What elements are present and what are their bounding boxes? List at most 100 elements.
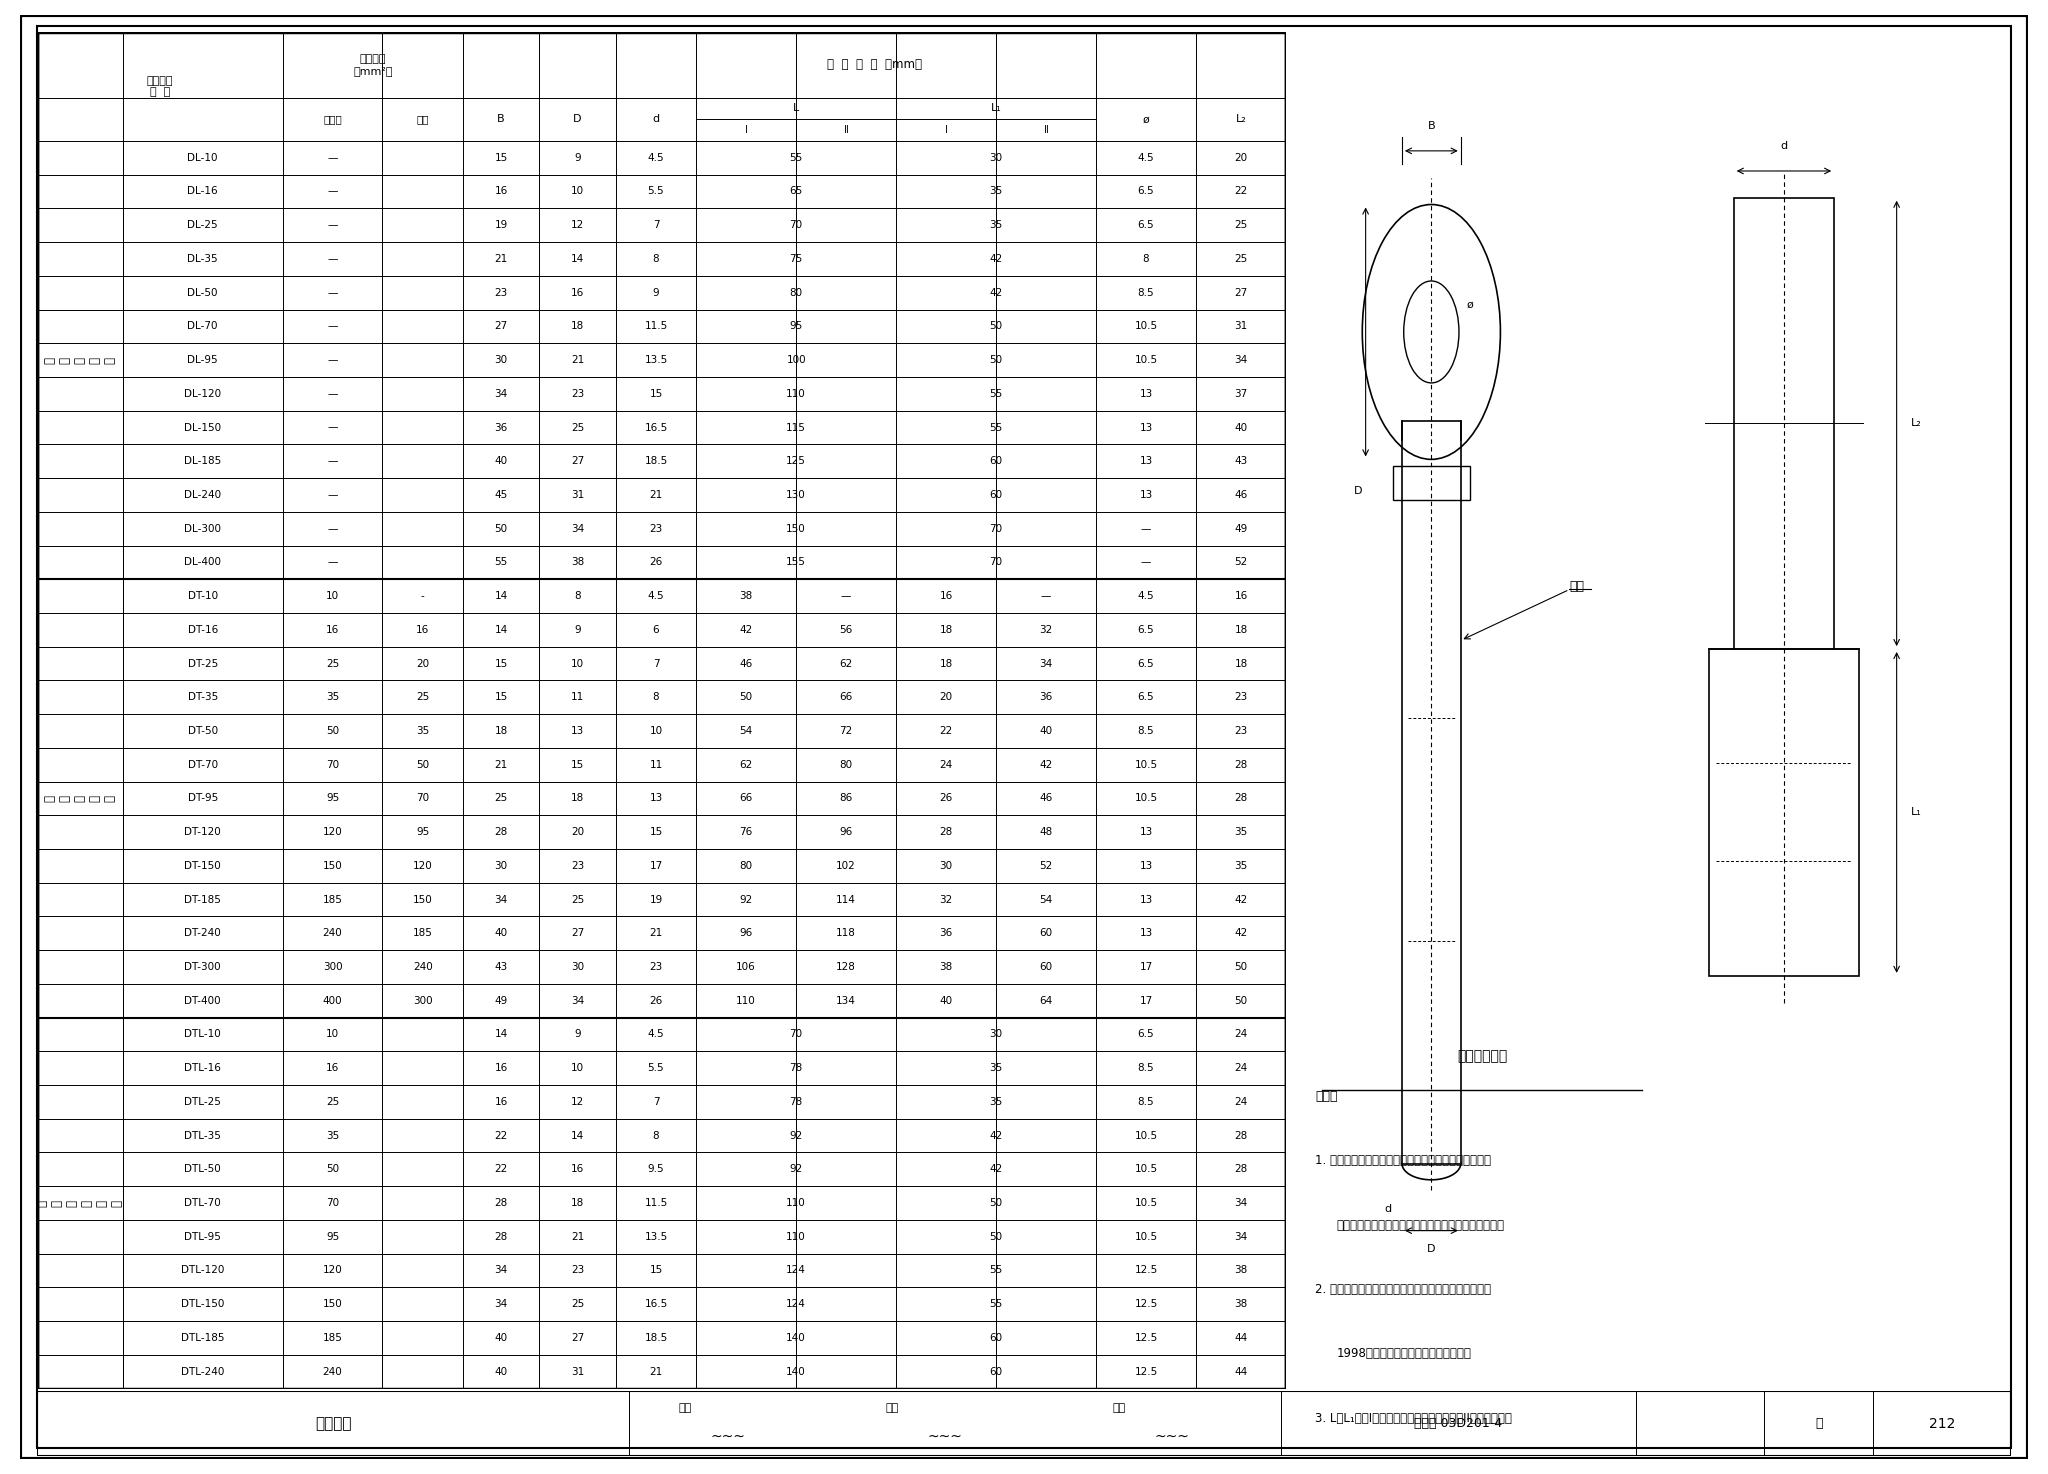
Text: 76: 76 xyxy=(739,827,754,837)
Text: 26: 26 xyxy=(940,793,952,803)
Text: 110: 110 xyxy=(786,1198,807,1209)
Text: 102: 102 xyxy=(836,861,856,871)
Text: 43: 43 xyxy=(494,963,508,971)
Text: 40: 40 xyxy=(1040,727,1053,736)
Text: 35: 35 xyxy=(989,1097,1004,1107)
Text: 27: 27 xyxy=(571,1332,584,1343)
Text: DL-10: DL-10 xyxy=(188,153,217,162)
Text: DTL-120: DTL-120 xyxy=(180,1266,225,1275)
Text: 70: 70 xyxy=(989,557,1004,567)
Text: 35: 35 xyxy=(416,727,430,736)
Text: 28: 28 xyxy=(494,1232,508,1241)
Text: DT-35: DT-35 xyxy=(188,693,217,702)
Text: 18: 18 xyxy=(1235,625,1247,635)
Text: 25: 25 xyxy=(1235,254,1247,264)
Text: D: D xyxy=(1354,486,1362,497)
Text: 端子，供电线电缆的线芯引出与其他电气设备相连接。: 端子，供电线电缆的线芯引出与其他电气设备相连接。 xyxy=(1337,1219,1505,1232)
Text: 95: 95 xyxy=(791,321,803,332)
Text: 25: 25 xyxy=(416,693,430,702)
Text: 50: 50 xyxy=(989,1232,1004,1241)
Text: 10.5: 10.5 xyxy=(1135,1198,1157,1209)
Text: 6.5: 6.5 xyxy=(1137,625,1155,635)
Text: 212: 212 xyxy=(1929,1417,1956,1431)
Text: 30: 30 xyxy=(496,355,508,366)
Text: 110: 110 xyxy=(737,996,756,1005)
Text: 36: 36 xyxy=(494,423,508,432)
Text: B: B xyxy=(498,113,506,124)
Text: 10: 10 xyxy=(571,659,584,669)
Text: 20: 20 xyxy=(416,659,430,669)
Text: I: I xyxy=(745,125,748,136)
Text: 11.5: 11.5 xyxy=(645,1198,668,1209)
Text: 38: 38 xyxy=(1235,1266,1247,1275)
Text: —: — xyxy=(328,287,338,298)
Text: 34: 34 xyxy=(571,523,584,534)
Text: 10.5: 10.5 xyxy=(1135,793,1157,803)
Text: —: — xyxy=(1040,591,1051,601)
Text: 50: 50 xyxy=(496,523,508,534)
Text: 42: 42 xyxy=(1235,895,1247,905)
Text: DT-300: DT-300 xyxy=(184,963,221,971)
Text: 31: 31 xyxy=(571,1366,584,1377)
Text: 12.5: 12.5 xyxy=(1135,1299,1157,1309)
Text: 16: 16 xyxy=(940,591,952,601)
Text: DL-120: DL-120 xyxy=(184,389,221,399)
Text: 80: 80 xyxy=(791,287,803,298)
Text: 42: 42 xyxy=(989,254,1004,264)
Text: 外  形  尺  寸  （mm）: 外 形 尺 寸 （mm） xyxy=(827,59,922,71)
Text: DTL-185: DTL-185 xyxy=(180,1332,225,1343)
Text: 5.5: 5.5 xyxy=(647,1063,664,1073)
Text: 60: 60 xyxy=(1040,929,1053,939)
Text: 48: 48 xyxy=(1040,827,1053,837)
Text: 40: 40 xyxy=(496,929,508,939)
Text: DT-16: DT-16 xyxy=(188,625,217,635)
Text: 70: 70 xyxy=(791,220,803,230)
Text: DTL-150: DTL-150 xyxy=(180,1299,225,1309)
Text: 22: 22 xyxy=(940,727,952,736)
Text: 30: 30 xyxy=(989,1029,1004,1039)
Text: 42: 42 xyxy=(1040,759,1053,769)
Text: B: B xyxy=(1427,121,1436,131)
Text: 62: 62 xyxy=(739,759,754,769)
Text: 78: 78 xyxy=(791,1097,803,1107)
Text: DT-120: DT-120 xyxy=(184,827,221,837)
Text: 38: 38 xyxy=(1235,1299,1247,1309)
Text: DT-150: DT-150 xyxy=(184,861,221,871)
Text: 10: 10 xyxy=(571,1063,584,1073)
Text: 26: 26 xyxy=(649,557,664,567)
Text: 10: 10 xyxy=(326,591,340,601)
Text: 52: 52 xyxy=(1235,557,1247,567)
Text: 20: 20 xyxy=(571,827,584,837)
Text: 18: 18 xyxy=(940,625,952,635)
Text: ø: ø xyxy=(1143,113,1149,124)
Text: DL-400: DL-400 xyxy=(184,557,221,567)
Text: 24: 24 xyxy=(1235,1097,1247,1107)
Text: 25: 25 xyxy=(571,1299,584,1309)
Text: 134: 134 xyxy=(836,996,856,1005)
Text: 128: 128 xyxy=(836,963,856,971)
Text: 14: 14 xyxy=(571,1131,584,1141)
Text: L₂: L₂ xyxy=(1235,113,1247,124)
Text: 38: 38 xyxy=(739,591,754,601)
Text: 35: 35 xyxy=(1235,861,1247,871)
Text: 46: 46 xyxy=(1040,793,1053,803)
Text: 185: 185 xyxy=(324,895,342,905)
Text: 10.5: 10.5 xyxy=(1135,355,1157,366)
Text: 21: 21 xyxy=(649,489,664,500)
Text: 13: 13 xyxy=(1139,929,1153,939)
Text: 34: 34 xyxy=(494,1299,508,1309)
Text: —: — xyxy=(328,321,338,332)
Text: L₂: L₂ xyxy=(1911,419,1921,429)
Text: 15: 15 xyxy=(571,759,584,769)
Text: 审核: 审核 xyxy=(678,1403,692,1412)
Text: 32: 32 xyxy=(1040,625,1053,635)
Text: 28: 28 xyxy=(1235,759,1247,769)
Text: DL-300: DL-300 xyxy=(184,523,221,534)
Text: DTL-35: DTL-35 xyxy=(184,1131,221,1141)
Text: 54: 54 xyxy=(739,727,754,736)
Text: 16: 16 xyxy=(326,1063,340,1073)
Text: 9: 9 xyxy=(573,153,582,162)
Text: 66: 66 xyxy=(840,693,852,702)
Text: 7: 7 xyxy=(653,1097,659,1107)
Text: 13: 13 xyxy=(571,727,584,736)
